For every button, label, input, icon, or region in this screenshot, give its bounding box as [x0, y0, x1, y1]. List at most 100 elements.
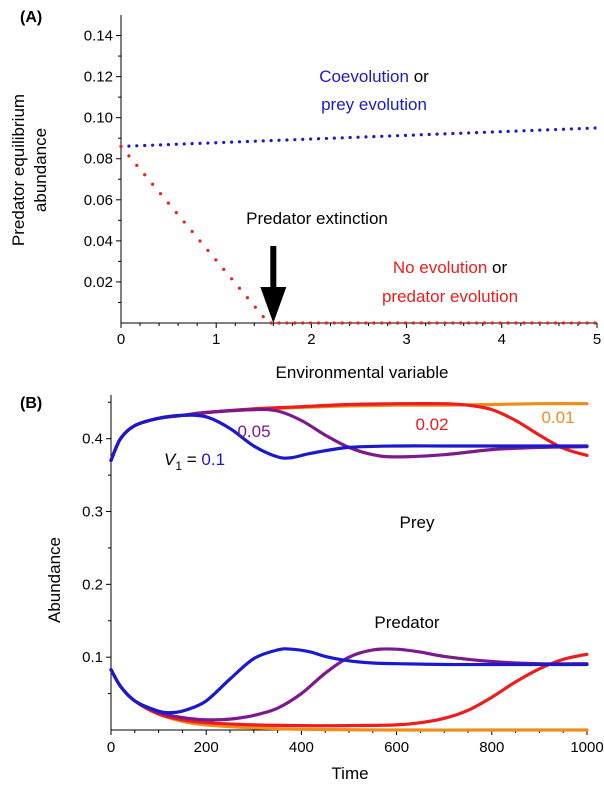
panel-b-y-tick-label: 0.2: [82, 576, 103, 593]
data-point: [182, 220, 186, 224]
data-point: [530, 321, 534, 325]
data-point: [309, 321, 313, 325]
data-point: [395, 134, 400, 138]
data-point: [285, 321, 289, 325]
panel-a-x-tick-label: 3: [402, 331, 410, 348]
panel-a-axes: [120, 15, 597, 324]
panel-a-annotation-prey-evolution: prey evolution: [321, 95, 427, 114]
panel-b-predator-label: Predator: [374, 613, 440, 632]
data-point: [585, 321, 589, 325]
data-point: [190, 229, 194, 234]
extinction-arrow: [260, 246, 287, 323]
data-point: [467, 321, 471, 325]
data-point: [324, 136, 329, 141]
data-point: [253, 139, 257, 143]
panel-b-y-tick-label: 0.3: [82, 504, 103, 521]
panel-a-x-tick-label: 0: [117, 331, 125, 348]
data-point: [293, 321, 297, 325]
data-point: [174, 211, 178, 215]
data-point: [277, 138, 281, 142]
panel-a-y-tick-label: 0.08: [84, 151, 113, 168]
no-evolution-text: No evolution: [393, 258, 488, 277]
arrow-head: [260, 287, 287, 323]
data-point: [577, 127, 581, 131]
panel-b-x-axis-title: Time: [331, 764, 368, 783]
data-point: [553, 127, 558, 132]
panel-b-label: (B): [20, 395, 42, 412]
data-point: [253, 305, 257, 309]
data-point: [198, 141, 202, 145]
panel-a-series: [119, 126, 597, 325]
data-point: [348, 135, 352, 140]
data-point: [451, 321, 455, 325]
data-point: [182, 142, 186, 146]
data-point: [277, 321, 281, 325]
data-point: [316, 321, 321, 325]
data-point: [364, 321, 368, 325]
data-point: [214, 141, 218, 145]
data-point: [151, 182, 155, 186]
data-point: [380, 321, 384, 325]
data-point: [585, 126, 589, 130]
panel-a: (A) 0 1 2 3 4 5 0.02 0.04 0.06 0.08 0.10 0.12 0.14 E…: [9, 9, 601, 382]
data-point: [135, 144, 139, 148]
data-point: [561, 321, 566, 325]
data-point: [538, 321, 542, 325]
data-point: [364, 135, 368, 139]
data-point: [372, 321, 376, 325]
data-point: [356, 135, 360, 139]
panel-b-x-tick-label: 600: [384, 739, 409, 756]
data-point: [506, 129, 510, 133]
data-point: [395, 321, 400, 325]
data-point: [301, 137, 305, 141]
data-point: [166, 201, 171, 205]
data-point: [435, 321, 439, 325]
data-point: [237, 286, 242, 290]
data-point: [340, 136, 344, 140]
panel-b-series: [109, 401, 589, 732]
data-point: [127, 144, 131, 148]
data-point: [593, 126, 597, 130]
panel-b: (B) 0 200 400 600 800 1000 0.1 0.2 0.3 0.4 Time A…: [20, 395, 604, 783]
panel-a-y-axis-title-line1: Predator equilibrium: [9, 94, 28, 246]
data-point: [332, 321, 336, 325]
data-point: [301, 321, 305, 325]
panel-b-x-tick-label: 1000: [570, 739, 603, 756]
panel-b-v1-label: V1 = 0.1: [164, 450, 225, 473]
panel-a-y-tick-label: 0.12: [84, 69, 113, 86]
series-label-0-1: 0.1: [201, 450, 225, 469]
panel-a-x-tick-label: 1: [212, 331, 220, 348]
prey-series-line: [109, 413, 589, 463]
data-point: [119, 144, 123, 149]
panel-a-y-axis-title: Predator equilibrium abundance: [9, 94, 50, 246]
data-point: [522, 129, 526, 133]
panel-a-x-tick-label: 4: [498, 331, 506, 348]
panel-b-prey-label: Prey: [400, 513, 435, 532]
panel-b-y-tick-label: 0.1: [82, 649, 103, 666]
coevolution-series: [119, 126, 597, 149]
panel-a-label: (A): [20, 9, 42, 26]
data-point: [222, 267, 226, 271]
data-point: [332, 136, 336, 140]
data-point: [151, 143, 155, 147]
data-point: [285, 138, 289, 142]
data-point: [553, 321, 558, 325]
data-point: [546, 321, 550, 325]
panel-b-x-tick-label: 400: [289, 739, 314, 756]
data-point: [577, 321, 581, 325]
data-point: [222, 140, 226, 145]
data-point: [530, 128, 534, 133]
panel-a-x-tick-label: 2: [307, 331, 315, 348]
data-point: [356, 321, 360, 325]
data-point: [593, 321, 597, 325]
data-point: [427, 132, 431, 137]
data-point: [388, 321, 392, 325]
data-point: [158, 192, 163, 196]
data-point: [166, 142, 171, 147]
data-point: [482, 130, 487, 134]
data-point: [245, 139, 250, 144]
panel-a-y-tick-label: 0.10: [84, 110, 113, 127]
panel-b-y-tick-label: 0.4: [82, 431, 103, 448]
data-point: [309, 137, 313, 141]
